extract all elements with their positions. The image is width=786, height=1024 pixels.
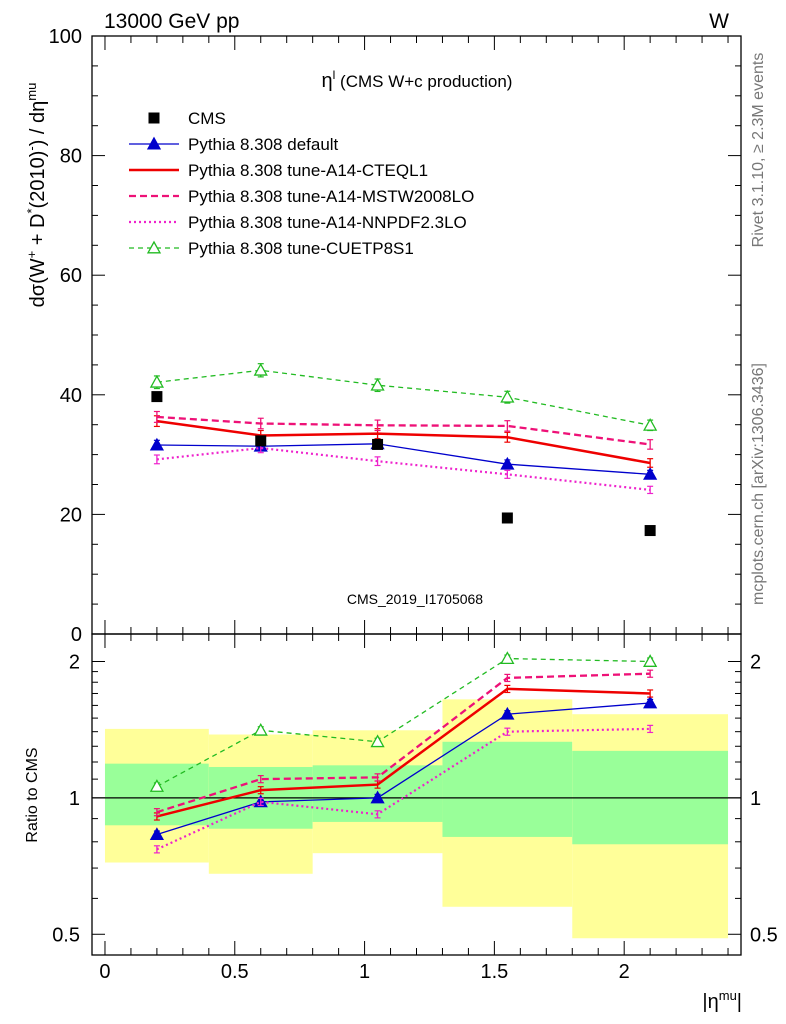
- main-point-default-4: [643, 466, 658, 480]
- main-series-cuetp8s1: [149, 362, 658, 432]
- main-ytick-label-0: 0: [71, 624, 82, 646]
- main-title: ηl (CMS W+c production): [322, 68, 513, 92]
- ratio-series-nnpdf: [153, 724, 654, 854]
- ratio-bands: [104, 699, 729, 939]
- ratio-point-cuetp8s1-1: [253, 722, 268, 736]
- main-ytick-label-80: 80: [60, 146, 82, 168]
- main-series-mstw: [153, 410, 654, 450]
- ratio-ytick-label-right-2: 2: [750, 651, 761, 673]
- xtick-label-1: 1: [359, 961, 370, 983]
- ratio-point-cuetp8s1-2: [370, 734, 385, 748]
- energy-label: 13000 GeV pp: [104, 10, 239, 33]
- ratio-ylabel: Ratio to CMS: [24, 747, 41, 842]
- ratio-series-group: [149, 651, 658, 854]
- ratio-point-default-2: [370, 790, 385, 804]
- legend-label-cms: CMS: [188, 109, 226, 128]
- ratio-ytick-label-left-2: 2: [69, 651, 80, 673]
- main-series-default: [149, 436, 658, 480]
- xtick-label-0: 0: [99, 961, 110, 983]
- xtick-label-2: 2: [619, 961, 630, 983]
- legend-marker-cms: [148, 112, 160, 124]
- legend: CMS Pythia 8.308 default Pythia 8.308 tune…: [129, 109, 474, 258]
- process-label: W: [709, 10, 729, 33]
- main-line-nnpdf: [156, 446, 651, 491]
- main-point-default-0: [149, 437, 165, 451]
- legend-label-cteql1: Pythia 8.308 tune-A14-CTEQL1: [188, 161, 428, 180]
- ratio-ytick-label-right-1: 1: [750, 788, 761, 810]
- main-point-cms-2: [372, 438, 384, 450]
- main-point-cms-0: [151, 391, 163, 403]
- xtick-label-1.5: 1.5: [480, 961, 508, 983]
- ratio-point-default-0: [149, 827, 165, 840]
- legend-label-default: Pythia 8.308 default: [188, 135, 339, 154]
- main-ytick-label-20: 20: [60, 504, 82, 526]
- ratio-ytick-label-left-0.5: 0.5: [52, 924, 80, 946]
- main-point-default-3: [500, 456, 515, 470]
- band-green-3: [442, 741, 573, 837]
- main-series-cteql1: [153, 415, 654, 468]
- legend-marker-cuetp8s1: [146, 240, 162, 254]
- ratio-series-mstw: [153, 669, 654, 817]
- ratio-point-cuetp8s1-0: [149, 779, 165, 792]
- legend-marker-default: [146, 136, 162, 150]
- ratio-series-cuetp8s1: [149, 651, 658, 792]
- analysis-watermark: CMS_2019_I1705068: [347, 591, 483, 607]
- main-point-cuetp8s1-4: [643, 417, 658, 431]
- ratio-point-cuetp8s1-3: [500, 651, 515, 665]
- main-ytick-label-60: 60: [60, 265, 82, 287]
- rivet-label: Rivet 3.1.10, ≥ 2.3M events: [750, 53, 767, 248]
- main-point-cuetp8s1-3: [500, 389, 515, 403]
- xaxis-label: |ηmu|: [702, 988, 742, 1013]
- ratio-ytick-label-right-0.5: 0.5: [750, 924, 778, 946]
- ratio-ytick-label-left-1: 1: [69, 788, 80, 810]
- main-point-cuetp8s1-2: [370, 377, 385, 391]
- xtick-label-0.5: 0.5: [221, 961, 249, 983]
- main-ytick-label-100: 100: [49, 26, 82, 48]
- main-point-cuetp8s1-0: [149, 374, 165, 388]
- main-line-cuetp8s1: [156, 369, 651, 426]
- legend-label-cuetp8s1: Pythia 8.308 tune-CUETP8S1: [188, 239, 414, 258]
- legend-label-mstw: Pythia 8.308 tune-A14-MSTW2008LO: [188, 187, 474, 206]
- main-series-group: [149, 362, 658, 537]
- main-point-cms-1: [255, 435, 267, 447]
- main-point-cuetp8s1-1: [253, 362, 268, 376]
- ratio-point-default-4: [643, 695, 658, 709]
- legend-label-nnpdf: Pythia 8.308 tune-A14-NNPDF2.3LO: [188, 213, 467, 232]
- ratio-point-cuetp8s1-4: [643, 654, 658, 667]
- main-point-cms-3: [501, 512, 513, 524]
- mcplots-label: mcplots.cern.ch [arXiv:1306.3436]: [750, 363, 767, 605]
- main-ytick-label-40: 40: [60, 385, 82, 407]
- main-point-cms-4: [644, 525, 656, 537]
- main-line-cteql1: [156, 419, 651, 465]
- main-ylabel: dσ(W+ + D*(2010)-) / dηmu: [24, 83, 49, 308]
- ratio-point-default-3: [500, 706, 515, 720]
